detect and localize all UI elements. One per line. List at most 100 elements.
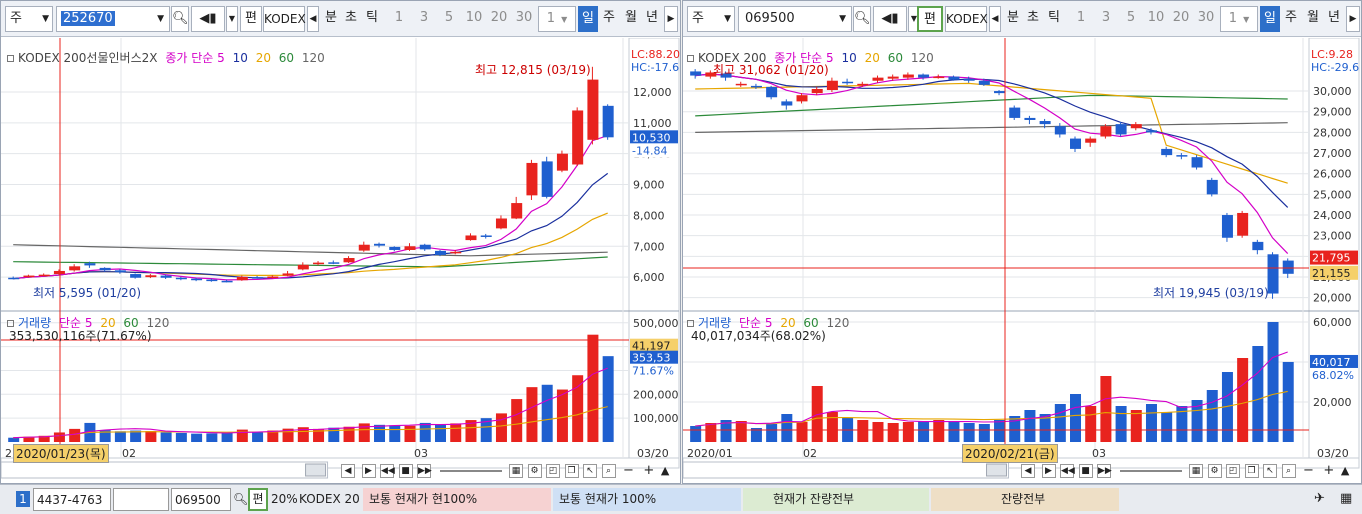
tab-tick[interactable]: 틱 [361,6,383,32]
grid-icon[interactable]: ▦ [1340,491,1353,506]
candle-body [690,71,702,76]
num-5[interactable]: 5 [437,6,461,32]
tab-second[interactable]: 초 [1023,6,1043,32]
preset-button-1[interactable]: 보통 현재가 현100% [363,488,551,511]
speaker-icon[interactable]: ◀▮ [873,6,907,32]
count-stepper[interactable]: 1 ▼ [1220,6,1258,32]
candle-body [1024,117,1036,120]
tab-year[interactable]: 년 [1324,6,1344,32]
cursor-icon[interactable]: ↖ [583,464,597,478]
code-input[interactable]: 069500 ▼ [738,6,852,32]
cursor-icon[interactable]: ↖ [1263,464,1277,478]
num-5[interactable]: 5 [1119,6,1143,32]
period-select[interactable]: 주 ▼ [687,6,735,32]
magnifier-icon[interactable]: ⌕ [1281,464,1296,478]
price-tick-label: 20,000 [1313,292,1352,305]
layer-icon[interactable]: ◰ [1226,464,1240,478]
pen-button[interactable]: 편 [240,6,262,32]
stop-icon[interactable]: ■ [398,464,413,478]
volume-tick-label: 60,000 [1313,316,1352,329]
account-select[interactable]: 4437-4763 [33,488,111,511]
tab-week[interactable]: 주 [1281,6,1301,32]
pin-icon[interactable]: ✈ [1314,491,1325,506]
up-triangle-icon[interactable]: ▲ [660,464,670,477]
plus-icon[interactable]: + [1323,463,1335,478]
magnifier-icon[interactable]: ⌕ [601,464,616,478]
pen-button[interactable]: 편 [248,488,268,511]
num-1[interactable]: 1 [387,6,411,32]
next-arrow-icon[interactable]: ▶ [1346,6,1360,32]
prev-arrow-icon[interactable]: ◀ [989,6,1001,32]
preset-button-3[interactable]: 현재가 잔량전부 [743,488,929,511]
page-badge[interactable]: 1 [16,491,30,507]
forward-icon[interactable]: ▶▶ [1097,464,1112,478]
candle-body [160,275,172,278]
tab-second[interactable]: 초 [341,6,361,32]
num-20[interactable]: 20 [1169,6,1193,32]
num-30[interactable]: 30 [1194,6,1218,32]
search-icon[interactable]: 🔍︎ [233,492,249,506]
preset-button-4[interactable]: 잔량전부 [931,488,1119,511]
rewind-icon[interactable]: ◀◀ [1060,464,1075,478]
tab-year[interactable]: 년 [642,6,662,32]
num-3[interactable]: 3 [412,6,436,32]
scroll-left-icon[interactable]: ◀ [1021,464,1035,478]
rewind-icon[interactable]: ◀◀ [380,464,395,478]
period-value: 주 [10,11,22,26]
candle-body [735,83,747,86]
code-value: 069500 [745,11,795,26]
scroll-left-icon[interactable]: ◀ [341,464,355,478]
tab-minute[interactable]: 분 [321,6,341,32]
tab-week[interactable]: 주 [599,6,619,32]
minus-icon[interactable]: − [1303,463,1314,478]
forward-icon[interactable]: ▶▶ [417,464,432,478]
minus-icon[interactable]: − [623,463,634,478]
volume-bar [1221,372,1233,442]
order-code-input[interactable]: 069500 [171,488,231,511]
tab-minute[interactable]: 분 [1003,6,1023,32]
candle-body [705,72,717,77]
dropdown-icon[interactable]: ▼ [226,6,238,32]
candle-body [434,250,446,255]
tab-month[interactable]: 월 [1302,6,1324,32]
search-icon[interactable]: 🔍︎ [853,6,871,32]
copy-icon[interactable]: ❐ [1244,464,1259,478]
copy-icon[interactable]: ❐ [564,464,579,478]
chart-tool-icon[interactable]: ▦ [1189,464,1203,478]
period-select[interactable]: 주 ▼ [5,6,53,32]
tab-day[interactable]: 일 [578,6,598,32]
chart-tool-icon[interactable]: ▦ [509,464,523,478]
layer-icon[interactable]: ◰ [546,464,560,478]
num-1[interactable]: 1 [1069,6,1093,32]
stop-icon[interactable]: ■ [1078,464,1093,478]
left-hc: HC:-17.6 [631,61,680,74]
preset-button-2[interactable]: 보통 현재가 100% [553,488,741,511]
zoom-slider[interactable] [439,470,502,472]
prev-arrow-icon[interactable]: ◀ [307,6,319,32]
num-30[interactable]: 30 [512,6,536,32]
tab-tick[interactable]: 틱 [1043,6,1065,32]
password-input[interactable] [113,488,169,511]
play-icon[interactable]: ▶ [1041,464,1056,478]
num-10[interactable]: 10 [1144,6,1168,32]
up-triangle-icon[interactable]: ▲ [1340,464,1350,477]
candle-body [766,86,778,98]
pen-button[interactable]: 편 [917,6,943,32]
count-stepper[interactable]: 1 ▼ [538,6,576,32]
search-icon[interactable]: 🔍︎ [171,6,189,32]
candle-body [358,244,370,251]
next-arrow-icon[interactable]: ▶ [664,6,678,32]
gear-icon[interactable]: ⚙ [1207,464,1222,478]
volume-bar [8,437,20,442]
num-3[interactable]: 3 [1094,6,1118,32]
code-input[interactable]: 252670 ▼ [56,6,170,32]
plus-icon[interactable]: + [643,463,655,478]
tab-month[interactable]: 월 [620,6,642,32]
zoom-slider[interactable] [1119,470,1182,472]
num-20[interactable]: 20 [487,6,511,32]
tab-day[interactable]: 일 [1260,6,1280,32]
speaker-icon[interactable]: ◀▮ [191,6,225,32]
play-icon[interactable]: ▶ [361,464,376,478]
num-10[interactable]: 10 [462,6,486,32]
gear-icon[interactable]: ⚙ [527,464,542,478]
